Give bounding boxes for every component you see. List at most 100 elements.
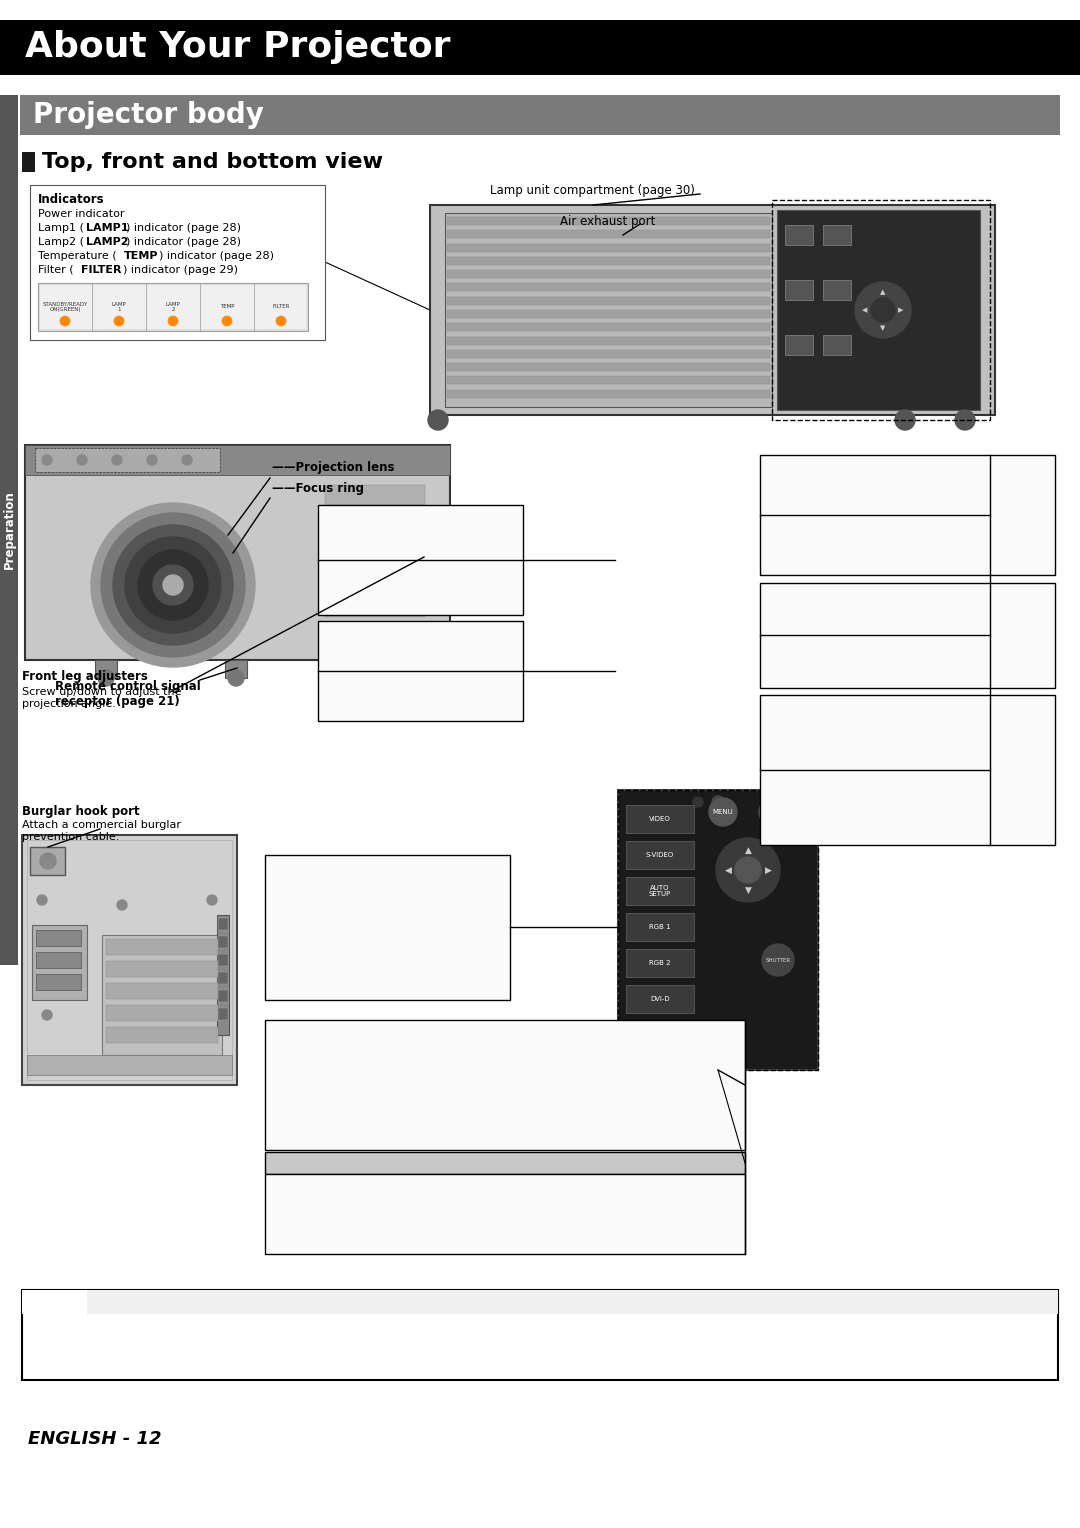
Circle shape: [125, 536, 221, 633]
Circle shape: [138, 550, 208, 620]
Text: LAMP2: LAMP2: [86, 237, 129, 248]
Bar: [447, 296, 770, 304]
Bar: [325, 597, 426, 617]
Bar: [447, 376, 770, 385]
Text: Navigation and
ENTER buttons: Navigation and ENTER buttons: [766, 701, 867, 729]
Circle shape: [759, 798, 787, 827]
Text: MENU: MENU: [713, 808, 733, 814]
Bar: [22, 151, 35, 173]
Bar: [447, 270, 770, 278]
Bar: [254, 283, 308, 332]
Text: ▲: ▲: [744, 845, 752, 854]
Text: ) indicator (page 29): ) indicator (page 29): [123, 264, 238, 275]
Text: VIDEO: VIDEO: [649, 816, 671, 822]
Circle shape: [708, 798, 737, 827]
Bar: [445, 212, 772, 406]
Text: DVI-D: DVI-D: [650, 996, 670, 1002]
Bar: [785, 335, 813, 354]
Text: ) indicator (page 28): ) indicator (page 28): [126, 223, 241, 232]
Circle shape: [716, 837, 780, 902]
Bar: [626, 1021, 694, 1050]
Bar: [22, 1290, 1058, 1380]
Circle shape: [168, 316, 178, 325]
Bar: [447, 390, 770, 397]
Bar: [36, 952, 81, 969]
Bar: [265, 1174, 745, 1254]
Circle shape: [222, 316, 232, 325]
Bar: [760, 455, 1055, 575]
Bar: [200, 283, 254, 332]
Bar: [447, 350, 770, 358]
Bar: [318, 504, 523, 614]
Bar: [823, 280, 851, 299]
Bar: [0, 95, 18, 966]
Circle shape: [895, 410, 915, 429]
Circle shape: [147, 455, 157, 465]
Bar: [626, 949, 694, 976]
Bar: [146, 283, 200, 332]
Circle shape: [762, 944, 794, 976]
Text: AUTO SETUP button: AUTO SETUP button: [271, 1025, 403, 1039]
Bar: [95, 660, 117, 678]
Bar: [36, 973, 81, 990]
Text: These buttons select the
RGB1, RGB2, DVI-D, VIDEO,
S-VIDEO and SDI
(PT-DZ6710U o: These buttons select the RGB1, RGB2, DVI…: [271, 877, 435, 934]
Bar: [106, 940, 218, 955]
Bar: [785, 280, 813, 299]
Circle shape: [117, 1060, 127, 1070]
Bar: [772, 200, 990, 420]
Text: ) indicator (page 28): ) indicator (page 28): [126, 237, 241, 248]
Circle shape: [113, 526, 233, 645]
Text: Indicators: Indicators: [38, 193, 105, 206]
Text: Lamp1 (: Lamp1 (: [38, 223, 84, 232]
Circle shape: [112, 455, 122, 465]
Text: MENU button: MENU button: [766, 461, 854, 474]
Text: NOTE:: NOTE:: [30, 1294, 78, 1308]
Bar: [0, 20, 1080, 75]
Text: ▶: ▶: [765, 865, 771, 874]
Text: LAMP
2: LAMP 2: [165, 301, 180, 312]
Bar: [265, 1152, 745, 1174]
Bar: [447, 217, 770, 225]
Circle shape: [114, 316, 124, 325]
Bar: [760, 584, 1055, 688]
Bar: [106, 961, 218, 976]
Bar: [106, 1005, 218, 1021]
Bar: [38, 283, 308, 332]
Text: Attach a commercial burglar
prevention cable.: Attach a commercial burglar prevention c…: [22, 821, 181, 842]
Text: Lamp unit compartment (page 30): Lamp unit compartment (page 30): [490, 183, 694, 197]
Text: ▶: ▶: [899, 307, 904, 313]
Bar: [265, 1021, 745, 1151]
Bar: [447, 243, 770, 252]
Bar: [447, 257, 770, 264]
Circle shape: [77, 455, 87, 465]
Bar: [36, 931, 81, 946]
Bar: [218, 937, 228, 947]
Text: Projector body: Projector body: [33, 101, 264, 128]
Bar: [447, 283, 770, 292]
Text: About Your Projector: About Your Projector: [25, 31, 450, 64]
Text: FILTER: FILTER: [81, 264, 121, 275]
Text: LAMP
1: LAMP 1: [111, 301, 126, 312]
Text: Temperature (: Temperature (: [38, 251, 117, 261]
Bar: [447, 364, 770, 371]
Bar: [25, 445, 450, 660]
Text: Air exhaust port: Air exhaust port: [561, 215, 656, 228]
Circle shape: [428, 410, 448, 429]
Circle shape: [163, 575, 183, 594]
Circle shape: [98, 669, 114, 686]
Text: Starts the projection while
in the standby mode.
(page 20): Starts the projection while in the stand…: [324, 529, 471, 561]
Circle shape: [955, 410, 975, 429]
Text: LENS button: LENS button: [766, 588, 849, 602]
Text: ▼: ▼: [880, 325, 886, 332]
Text: LENS: LENS: [764, 808, 782, 814]
Bar: [102, 935, 222, 1054]
Text: ) indicator (page 28): ) indicator (page 28): [159, 251, 274, 261]
Bar: [430, 205, 995, 416]
Text: Remote control signal
receptor (page 21): Remote control signal receptor (page 21): [55, 680, 201, 707]
Bar: [35, 448, 220, 472]
Bar: [218, 972, 228, 984]
Bar: [325, 484, 426, 504]
Text: Pressing this button toggles the projector’s
internal mechanical shutter to blac: Pressing this button toggles the project…: [271, 1196, 517, 1229]
Text: SDI: SDI: [654, 1031, 665, 1038]
Bar: [318, 620, 523, 721]
